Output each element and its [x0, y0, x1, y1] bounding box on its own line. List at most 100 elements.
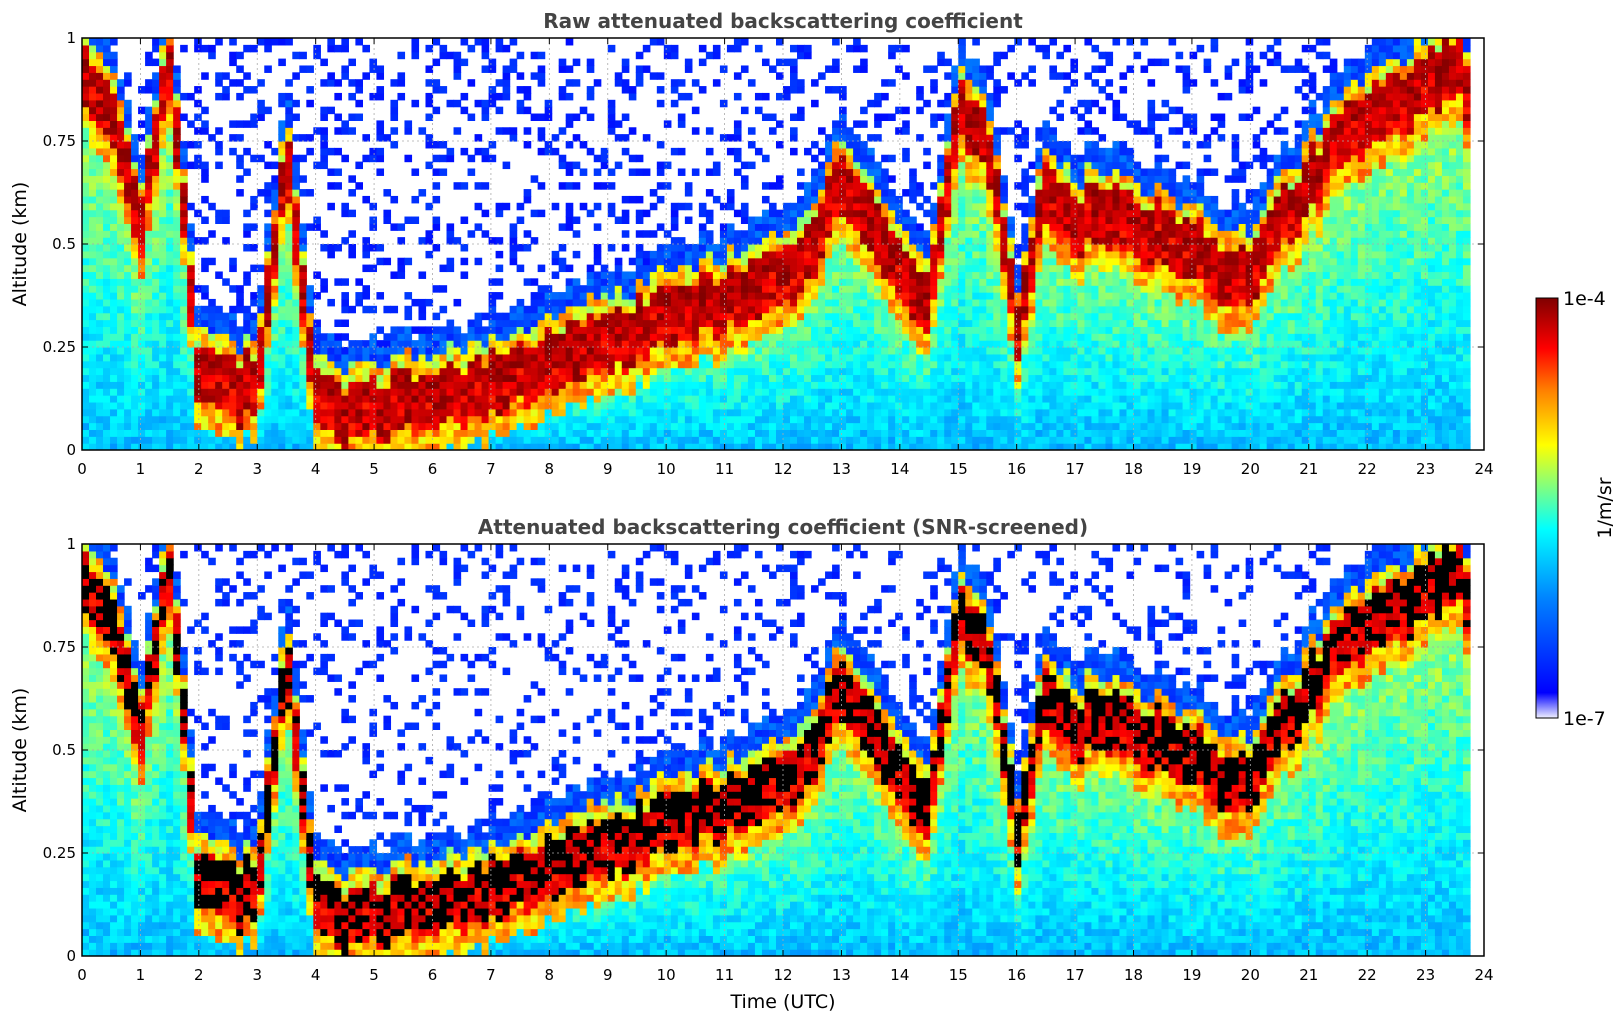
heatmap-cell — [341, 395, 349, 403]
heatmap-cell — [117, 312, 125, 321]
heatmap-cell — [621, 395, 630, 403]
heatmap-cell — [544, 381, 553, 389]
heatmap-cell — [965, 244, 973, 252]
heatmap-cell — [355, 99, 363, 108]
heatmap-cell — [201, 257, 209, 266]
heatmap-cell — [89, 223, 97, 231]
heatmap-cell — [537, 264, 546, 273]
heatmap-cell — [691, 250, 700, 259]
heatmap-cell — [797, 305, 805, 314]
heatmap-cell — [292, 347, 300, 355]
heatmap-cell — [937, 374, 945, 382]
heatmap-cell — [860, 141, 868, 149]
heatmap-cell — [726, 360, 735, 369]
heatmap-cell — [649, 38, 658, 46]
heatmap-cell — [208, 319, 216, 327]
heatmap-cell — [453, 388, 462, 396]
heatmap-cell — [832, 195, 840, 204]
heatmap-cell — [271, 443, 279, 450]
heatmap-cell — [117, 134, 125, 142]
heatmap-cell — [712, 319, 721, 327]
heatmap-cell — [628, 374, 637, 382]
heatmap-cell — [278, 230, 286, 238]
heatmap-cell — [860, 395, 868, 403]
heatmap-cell — [271, 415, 279, 424]
heatmap-cell — [215, 401, 223, 410]
heatmap-cell — [264, 292, 272, 300]
heatmap-cell — [460, 58, 469, 67]
heatmap-cell — [103, 58, 111, 67]
heatmap-cell — [761, 395, 770, 403]
heatmap-cell — [103, 113, 111, 121]
heatmap-cell — [958, 436, 966, 444]
heatmap-cell — [369, 422, 378, 430]
heatmap-cell — [937, 319, 945, 327]
heatmap-cell — [754, 257, 763, 266]
heatmap-cell — [89, 443, 97, 450]
heatmap-cell — [145, 298, 153, 307]
heatmap-cell — [145, 347, 153, 355]
heatmap-cell — [89, 436, 97, 444]
heatmap-cell — [306, 147, 314, 156]
heatmap-cell — [166, 408, 174, 417]
heatmap-cell — [888, 175, 896, 183]
heatmap-cell — [271, 326, 279, 334]
heatmap-cell — [958, 154, 966, 163]
heatmap-cell — [874, 134, 882, 142]
heatmap-cell — [432, 422, 441, 430]
heatmap-cell — [285, 38, 293, 46]
heatmap-cell — [236, 401, 244, 410]
heatmap-cell — [404, 367, 413, 376]
heatmap-cell — [404, 429, 413, 437]
heatmap-cell — [853, 388, 861, 396]
heatmap-cell — [243, 278, 251, 286]
heatmap-cell — [790, 401, 798, 410]
heatmap-cell — [811, 367, 819, 376]
heatmap-cell — [586, 408, 595, 417]
heatmap-cell — [775, 312, 784, 321]
heatmap-cell — [558, 65, 567, 73]
heatmap-cell — [691, 264, 700, 273]
heatmap-cell — [614, 326, 623, 334]
heatmap-cell — [278, 250, 286, 259]
heatmap-cell — [145, 312, 153, 321]
heatmap-cell — [502, 443, 511, 450]
heatmap-cell — [145, 271, 153, 279]
heatmap-cell — [201, 285, 209, 293]
heatmap-cell — [790, 408, 798, 417]
heatmap-cell — [649, 429, 658, 437]
heatmap-cell — [502, 79, 511, 87]
heatmap-cell — [96, 72, 104, 80]
heatmap-cell — [117, 237, 125, 245]
heatmap-cell — [937, 340, 945, 348]
heatmap-cell — [341, 436, 349, 444]
heatmap-cell — [902, 257, 910, 266]
heatmap-cell — [551, 298, 560, 307]
heatmap-cell — [327, 244, 335, 252]
heatmap-cell — [600, 401, 609, 410]
heatmap-cell — [243, 223, 251, 231]
heatmap-cell — [958, 305, 966, 314]
heatmap-cell — [292, 312, 300, 321]
heatmap-cell — [670, 312, 679, 321]
heatmap-cell — [299, 285, 307, 293]
heatmap-cell — [145, 436, 153, 444]
heatmap-cell — [881, 223, 889, 231]
heatmap-cell — [586, 271, 595, 279]
heatmap-cell — [951, 312, 959, 321]
heatmap-cell — [621, 319, 630, 327]
heatmap-cell — [754, 244, 763, 252]
heatmap-cell — [229, 388, 237, 396]
heatmap-cell — [867, 312, 875, 321]
heatmap-cell — [712, 250, 721, 259]
heatmap-cell — [867, 401, 875, 410]
heatmap-cell — [768, 271, 777, 279]
heatmap-cell — [390, 113, 399, 121]
heatmap-cell — [698, 340, 707, 348]
heatmap-cell — [775, 381, 784, 389]
heatmap-cell — [586, 147, 595, 156]
heatmap-cell — [719, 360, 728, 369]
heatmap-cell — [790, 436, 798, 444]
heatmap-cell — [944, 408, 952, 417]
heatmap-cell — [222, 209, 230, 218]
